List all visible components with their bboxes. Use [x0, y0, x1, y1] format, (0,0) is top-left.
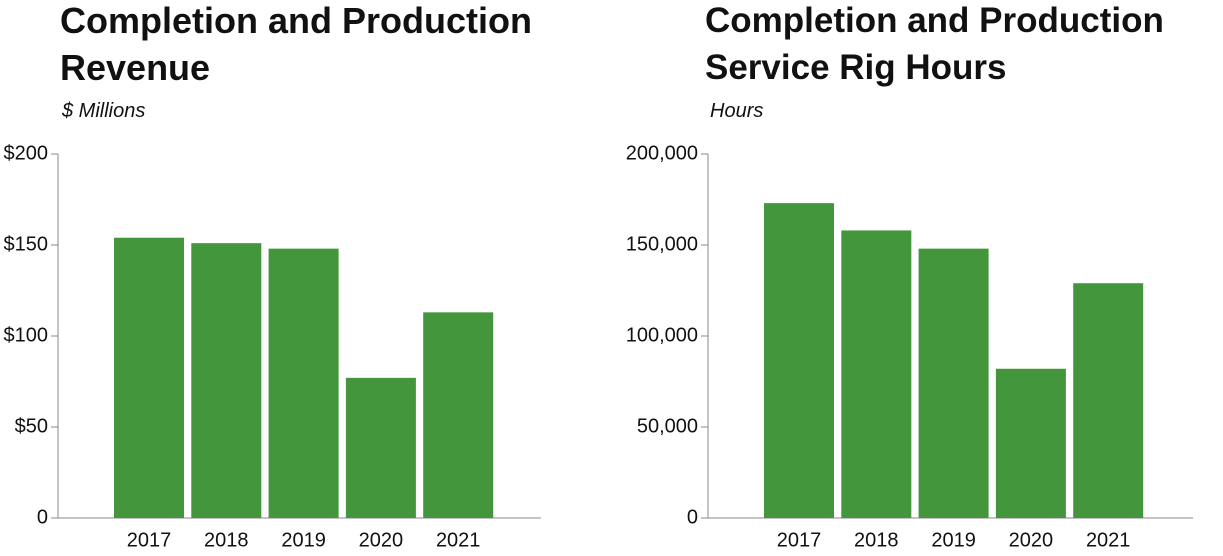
chart-subtitle: Hours: [710, 100, 764, 122]
bar: [1073, 283, 1144, 518]
bar: [345, 377, 416, 518]
y-tick-label: 150,000: [626, 233, 698, 255]
bar: [114, 237, 184, 518]
y-tick-label: $50: [15, 415, 48, 437]
bar: [995, 368, 1066, 518]
y-tick-label: 200,000: [626, 142, 698, 164]
y-tick-label: 100,000: [626, 324, 698, 346]
x-tick-label: 2020: [1009, 529, 1054, 551]
bar: [191, 243, 262, 518]
x-tick-label: 2020: [359, 529, 404, 551]
x-tick-label: 2021: [1086, 529, 1131, 551]
y-tick-label: 0: [687, 506, 698, 528]
x-tick-label: 2019: [281, 529, 326, 551]
y-tick-label: 50,000: [637, 415, 698, 437]
x-tick-label: 2018: [204, 529, 249, 551]
x-tick-label: 2017: [777, 529, 822, 551]
chart-title: Completion and Production Service Rig Ho…: [705, 1, 1164, 87]
y-tick-label: $200: [4, 142, 49, 164]
x-tick-label: 2019: [931, 529, 976, 551]
y-tick-label: $100: [4, 324, 49, 346]
bar: [841, 230, 912, 518]
chart-title: Completion and Production Revenue: [60, 0, 532, 88]
bar: [423, 312, 494, 518]
x-tick-label: 2017: [127, 529, 172, 551]
x-tick-label: 2018: [854, 529, 899, 551]
bar: [764, 203, 834, 518]
bar: [918, 248, 989, 518]
chart-subtitle: $ Millions: [62, 100, 146, 122]
x-tick-label: 2021: [436, 529, 481, 551]
y-tick-label: $150: [4, 233, 49, 255]
y-tick-label: 0: [37, 506, 48, 528]
bar: [268, 248, 339, 518]
